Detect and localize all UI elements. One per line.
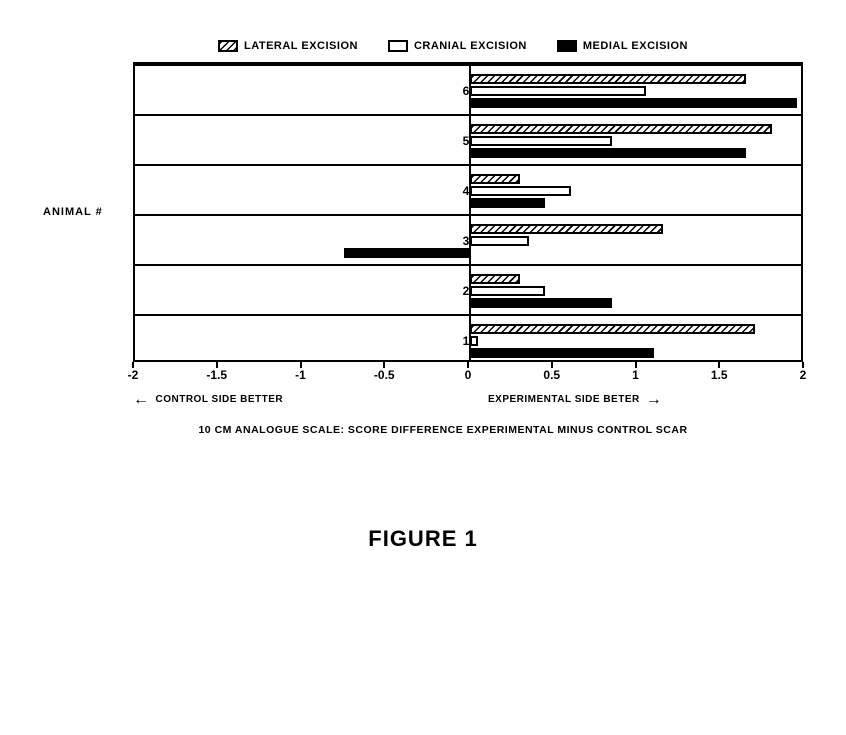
legend-swatch-medial bbox=[557, 40, 577, 52]
bar-medial bbox=[470, 198, 545, 208]
bar-medial bbox=[470, 298, 612, 308]
bar-medial bbox=[344, 248, 470, 258]
row-group: 4 bbox=[135, 164, 801, 214]
category-label: 3 bbox=[463, 234, 470, 248]
row-group: 6 bbox=[135, 64, 801, 114]
direction-right: EXPERIMENTAL SIDE BETER → bbox=[488, 394, 662, 405]
x-tick-label: 1.5 bbox=[711, 368, 728, 382]
x-tick-label: 2 bbox=[800, 368, 807, 382]
legend-swatch-lateral bbox=[218, 40, 238, 52]
arrow-right-icon: → bbox=[646, 395, 663, 405]
x-tick-label: 1 bbox=[632, 368, 639, 382]
arrow-left-icon: ← bbox=[133, 395, 150, 405]
legend-swatch-cranial bbox=[388, 40, 408, 52]
direction-right-label: EXPERIMENTAL SIDE BETER bbox=[488, 394, 640, 405]
row-group: 2 bbox=[135, 264, 801, 314]
y-axis-title: ANIMAL # bbox=[43, 206, 103, 218]
direction-left-label: CONTROL SIDE BETTER bbox=[156, 394, 284, 405]
x-tick-label: 0 bbox=[465, 368, 472, 382]
bar-cranial bbox=[470, 186, 571, 196]
bar-cranial bbox=[470, 236, 529, 246]
category-label: 2 bbox=[463, 284, 470, 298]
legend-item-medial: MEDIAL EXCISION bbox=[557, 40, 688, 52]
x-tick-label: -1.5 bbox=[206, 368, 227, 382]
direction-left: ← CONTROL SIDE BETTER bbox=[133, 394, 448, 405]
legend-item-cranial: CRANIAL EXCISION bbox=[388, 40, 527, 52]
x-tick-label: -1 bbox=[295, 368, 306, 382]
bar-cranial bbox=[470, 86, 646, 96]
bar-medial bbox=[470, 148, 746, 158]
legend-item-lateral: LATERAL EXCISION bbox=[218, 40, 358, 52]
bar-lateral bbox=[470, 74, 746, 84]
bar-cranial bbox=[470, 286, 545, 296]
legend-label-lateral: LATERAL EXCISION bbox=[244, 40, 358, 52]
legend-label-cranial: CRANIAL EXCISION bbox=[414, 40, 527, 52]
row-group: 1 bbox=[135, 314, 801, 364]
plot-area: ANIMAL # 654321 bbox=[133, 62, 803, 362]
bar-lateral bbox=[470, 174, 520, 184]
bar-lateral bbox=[470, 124, 772, 134]
bar-cranial bbox=[470, 336, 478, 346]
bar-lateral bbox=[470, 274, 520, 284]
category-label: 1 bbox=[463, 334, 470, 348]
category-label: 4 bbox=[463, 184, 470, 198]
x-tick-label: -0.5 bbox=[374, 368, 395, 382]
row-group: 5 bbox=[135, 114, 801, 164]
x-tick-label: -2 bbox=[128, 368, 139, 382]
bar-cranial bbox=[470, 136, 612, 146]
bar-medial bbox=[470, 348, 654, 358]
legend-label-medial: MEDIAL EXCISION bbox=[583, 40, 688, 52]
direction-row: ← CONTROL SIDE BETTER EXPERIMENTAL SIDE … bbox=[133, 394, 803, 414]
x-tick-label: 0.5 bbox=[543, 368, 560, 382]
category-label: 5 bbox=[463, 134, 470, 148]
bar-lateral bbox=[470, 324, 755, 334]
row-group: 3 bbox=[135, 214, 801, 264]
chart-container: LATERAL EXCISION CRANIAL EXCISION MEDIAL… bbox=[43, 40, 803, 552]
legend: LATERAL EXCISION CRANIAL EXCISION MEDIAL… bbox=[103, 40, 803, 52]
bar-lateral bbox=[470, 224, 663, 234]
x-axis: -2-1.5-1-0.500.511.52 bbox=[133, 362, 803, 390]
figure-label: FIGURE 1 bbox=[43, 526, 803, 552]
chart-caption: 10 CM ANALOGUE SCALE: SCORE DIFFERENCE E… bbox=[83, 424, 803, 436]
bar-medial bbox=[470, 98, 797, 108]
category-label: 6 bbox=[463, 84, 470, 98]
